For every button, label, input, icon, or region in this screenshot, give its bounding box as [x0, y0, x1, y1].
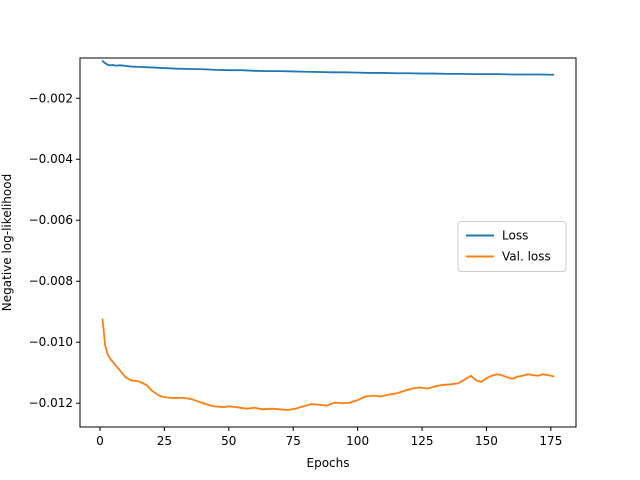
y-axis: −0.012 −0.010 −0.008 −0.006 −0.004 −0.002 — [29, 91, 80, 410]
y-tick-label: −0.004 — [29, 152, 73, 166]
y-tick-label: −0.012 — [29, 396, 73, 410]
x-tick-label: 25 — [157, 434, 172, 448]
legend: Loss Val. loss — [457, 221, 567, 272]
x-tick-label: 0 — [96, 434, 104, 448]
series-line-loss — [101, 60, 555, 76]
axes-frame — [79, 57, 577, 428]
y-tick-label: −0.006 — [29, 213, 73, 227]
y-axis-title: Negative log-likelihood — [0, 174, 14, 311]
x-axis: 0 25 50 75 100 125 150 175 — [96, 427, 562, 448]
y-tick-label: −0.002 — [29, 91, 73, 105]
x-tick-label: 100 — [346, 434, 369, 448]
x-tick-label: 50 — [221, 434, 236, 448]
series-layer — [101, 60, 555, 411]
series-line-val-loss — [101, 318, 555, 411]
y-tick-label: −0.008 — [29, 274, 73, 288]
x-tick-label: 150 — [475, 434, 498, 448]
legend-label-val-loss: Val. loss — [502, 250, 551, 264]
legend-box — [457, 221, 567, 272]
x-axis-title: Epochs — [307, 456, 350, 470]
legend-label-loss: Loss — [502, 229, 528, 243]
x-tick-label: 175 — [539, 434, 562, 448]
y-tick-label: −0.010 — [29, 335, 73, 349]
x-tick-label: 75 — [286, 434, 301, 448]
x-tick-label: 125 — [411, 434, 434, 448]
